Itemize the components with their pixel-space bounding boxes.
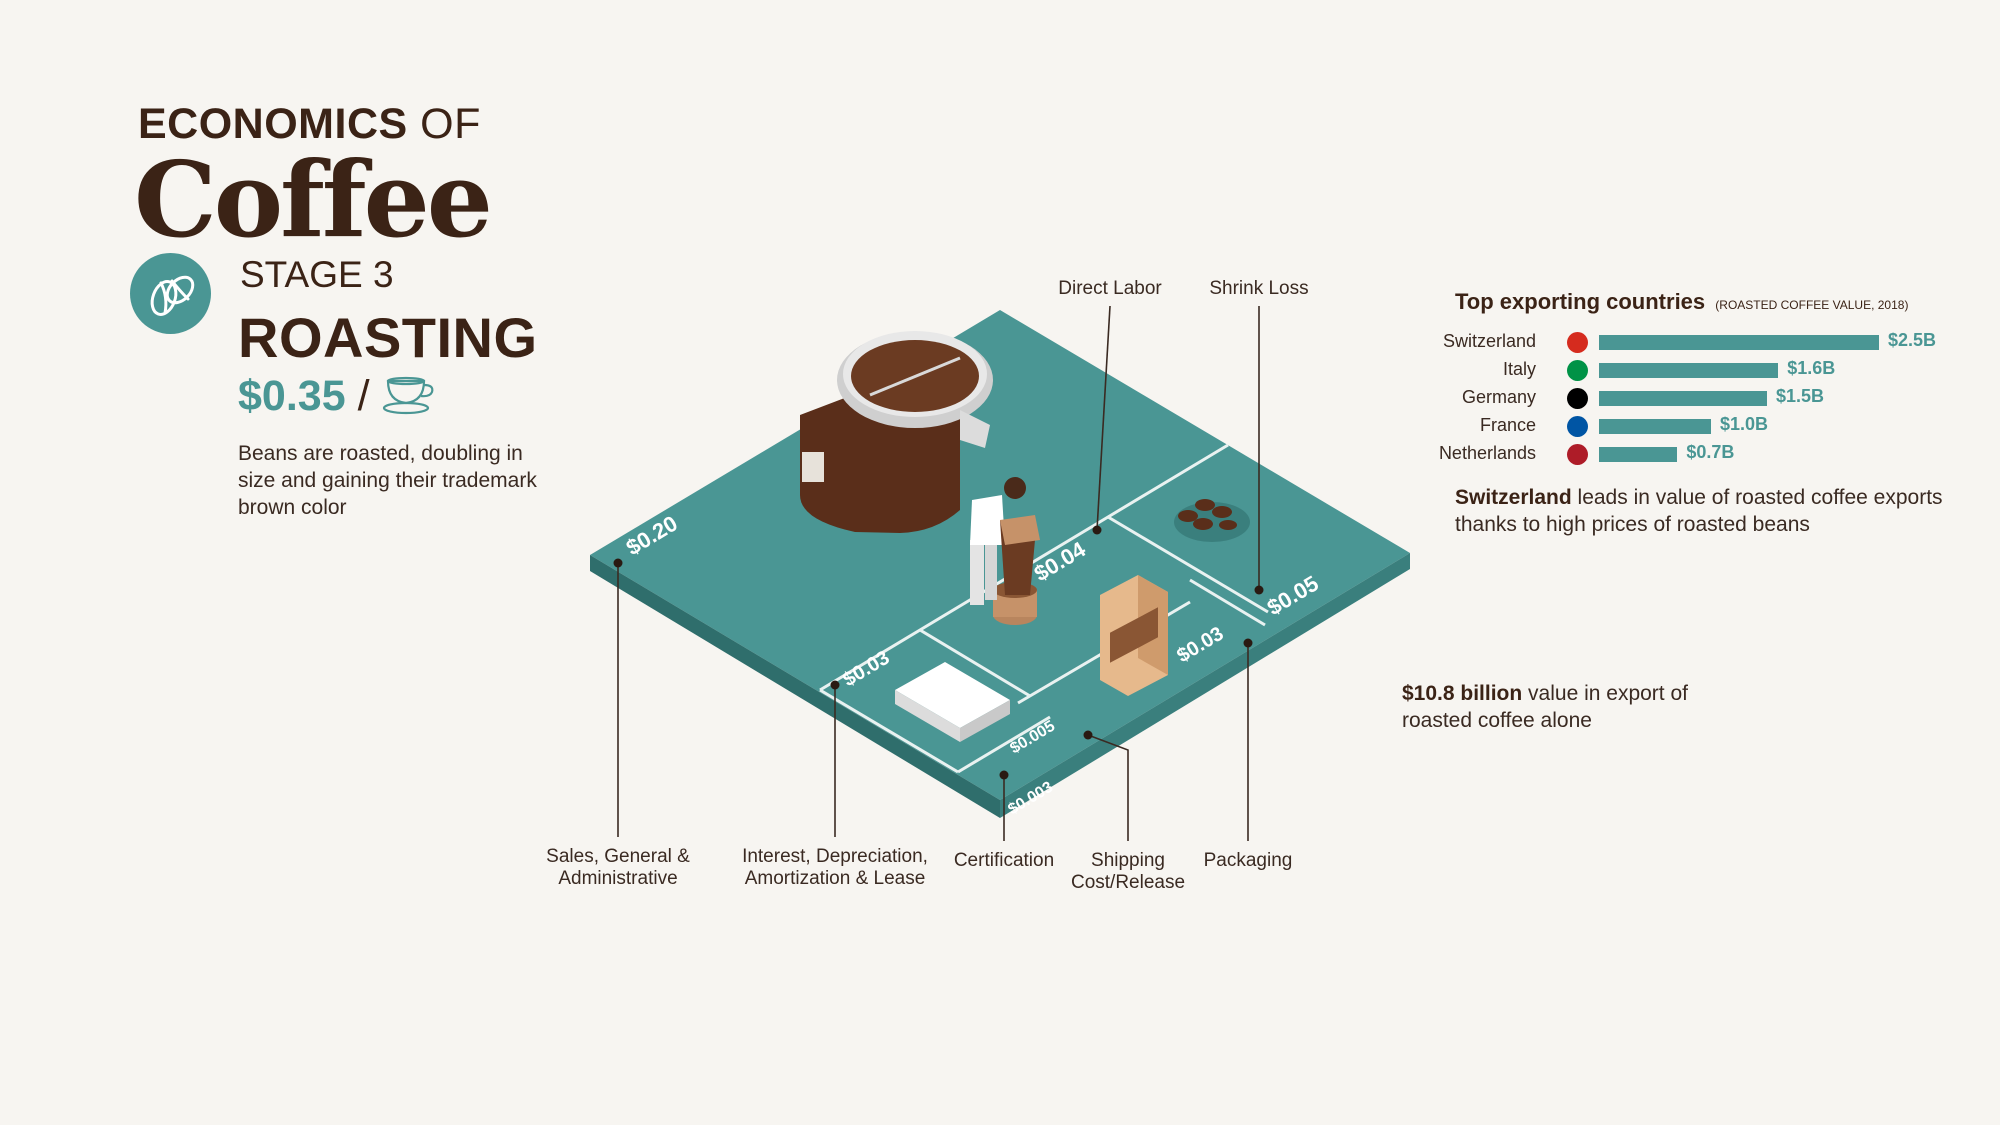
bar-category-label: Italy bbox=[1502, 359, 1536, 379]
coffee-cup-icon bbox=[380, 373, 438, 420]
total-export-value: $10.8 billion bbox=[1402, 682, 1523, 705]
stage-description: Beans are roasted, doubling in size and … bbox=[238, 442, 537, 519]
bar-row: Netherlands $0.7B bbox=[1380, 441, 1940, 469]
flag-icon bbox=[1567, 332, 1588, 353]
title-economics: ECONOMICS bbox=[138, 100, 408, 148]
leader-dot bbox=[1243, 638, 1253, 648]
coffee-bag-illustration bbox=[1100, 575, 1168, 696]
leader-dot bbox=[1254, 585, 1264, 595]
stage-label: STAGE 3 bbox=[240, 254, 394, 295]
exports-subtitle: (ROASTED COFFEE VALUE, 2018) bbox=[1715, 298, 1909, 312]
exports-note-country: Switzerland bbox=[1455, 486, 1572, 509]
bar-value-label: $1.0B bbox=[1720, 414, 1769, 434]
worker-illustration bbox=[970, 477, 1040, 625]
bar-value-label: $1.5B bbox=[1776, 386, 1825, 406]
leader-dot bbox=[830, 680, 840, 690]
total-export-text: value in export of roasted coffee alone bbox=[1402, 682, 1688, 732]
leader-dot bbox=[613, 558, 623, 568]
coffee-beans-illustration bbox=[1174, 499, 1250, 542]
bar bbox=[1599, 363, 1779, 378]
title-of: OF bbox=[420, 100, 481, 148]
leader-line bbox=[1087, 734, 1129, 841]
bar-category-label: France bbox=[1479, 415, 1536, 435]
bar bbox=[1599, 391, 1767, 406]
price-per-cup: $0.35 / bbox=[238, 372, 438, 421]
certificate-illustration bbox=[895, 662, 1010, 742]
flag-icon bbox=[1567, 388, 1588, 409]
leader-dot bbox=[999, 770, 1009, 780]
bar-row: Germany $1.5B bbox=[1380, 385, 1940, 413]
leader-line bbox=[1096, 305, 1111, 531]
bar bbox=[1599, 447, 1678, 462]
stage-name: ROASTING bbox=[238, 306, 538, 369]
bar bbox=[1599, 419, 1711, 434]
exports-chart-title: Top exporting countries (ROASTED COFFEE … bbox=[1455, 289, 1908, 315]
isometric-platform bbox=[590, 310, 1410, 818]
bar bbox=[1599, 335, 1879, 350]
title-coffee: Coffee bbox=[134, 138, 493, 261]
exports-note: Switzerland leads in value of roasted co… bbox=[1455, 484, 1975, 538]
bar-value-label: $1.6B bbox=[1787, 358, 1836, 378]
title-economics-of: ECONOMICS OF bbox=[138, 100, 481, 149]
exports-title-text: Top exporting countries bbox=[1455, 289, 1706, 314]
exports-note-text: leads in value of roasted coffee exports… bbox=[1455, 486, 1943, 536]
price-value: $0.35 bbox=[238, 372, 346, 420]
bar-row: France $1.0B bbox=[1380, 413, 1940, 441]
cost-label: Certification bbox=[954, 850, 1054, 871]
roaster-machine-illustration bbox=[800, 331, 993, 533]
bar-category-label: Germany bbox=[1461, 387, 1536, 407]
cost-label: Shrink Loss bbox=[1209, 278, 1308, 299]
coffee-bean-icon bbox=[130, 253, 211, 334]
bar-category-label: Netherlands bbox=[1438, 443, 1536, 463]
leader-dot bbox=[1092, 525, 1102, 535]
bar-value-label: $2.5B bbox=[1888, 330, 1937, 350]
leader-dot bbox=[1083, 730, 1093, 740]
bar-category-label: Switzerland bbox=[1442, 331, 1536, 351]
bar-row: Italy $1.6B bbox=[1380, 357, 1940, 385]
cost-label: Interest, Depreciation, Amortization & Le… bbox=[742, 846, 928, 889]
cost-label: Packaging bbox=[1204, 850, 1293, 871]
flag-icon bbox=[1567, 360, 1588, 381]
bar-value-label: $0.7B bbox=[1686, 442, 1735, 462]
cost-label: Shipping Cost/Release bbox=[1071, 850, 1185, 893]
flag-icon bbox=[1567, 444, 1588, 465]
price-separator: / bbox=[357, 372, 370, 420]
cost-label: Sales, General & Administrative bbox=[546, 846, 690, 889]
total-export-note: $10.8 billion value in export of roasted… bbox=[1402, 680, 1732, 734]
cost-label: Direct Labor bbox=[1058, 278, 1162, 299]
flag-icon bbox=[1567, 416, 1588, 437]
bar-row: Switzerland $2.5B bbox=[1380, 329, 1940, 357]
